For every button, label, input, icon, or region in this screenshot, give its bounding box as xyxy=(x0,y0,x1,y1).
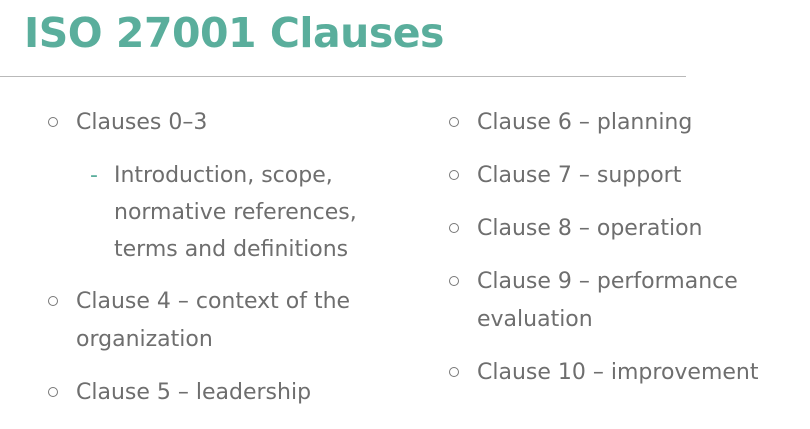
hollow-circle-icon xyxy=(48,387,58,397)
list-item-label: Clause 10 – improvement xyxy=(477,360,759,385)
right-column-list: Clause 6 – planning Clause 7 – support C… xyxy=(449,104,799,407)
hollow-circle-icon xyxy=(449,276,459,286)
hollow-circle-icon xyxy=(449,117,459,127)
hollow-circle-icon xyxy=(449,223,459,233)
list-item: Clause 8 – operation xyxy=(449,210,799,248)
list-item-label: Clause 8 – operation xyxy=(477,216,703,241)
sub-list-item-label: Introduction, scope, normative reference… xyxy=(114,163,357,262)
list-item: Clause 4 – context of the organization xyxy=(48,283,378,359)
list-item: Clause 7 – support xyxy=(449,157,799,195)
dash-icon: - xyxy=(90,163,98,188)
list-item: Clause 5 – leadership xyxy=(48,374,378,412)
list-item: Clause 10 – improvement xyxy=(449,354,799,392)
list-item: Clause 6 – planning xyxy=(449,104,799,142)
list-item-label: Clause 4 – context of the organization xyxy=(76,289,351,352)
list-item: Clause 9 – performance evaluation xyxy=(449,263,799,339)
title-divider xyxy=(0,76,686,77)
left-column-list: Clauses 0–3 - Introduction, scope, norma… xyxy=(48,104,378,427)
list-item-label: Clause 7 – support xyxy=(477,163,682,188)
slide-title: ISO 27001 Clauses xyxy=(24,9,444,57)
sub-list-item: - Introduction, scope, normative referen… xyxy=(90,157,378,268)
list-item-label: Clause 9 – performance evaluation xyxy=(477,269,738,332)
list-item: Clauses 0–3 xyxy=(48,104,378,142)
list-item-label: Clause 6 – planning xyxy=(477,110,693,135)
hollow-circle-icon xyxy=(449,170,459,180)
hollow-circle-icon xyxy=(48,296,58,306)
hollow-circle-icon xyxy=(48,117,58,127)
list-item-label: Clause 5 – leadership xyxy=(76,380,312,405)
hollow-circle-icon xyxy=(449,367,459,377)
list-item-label: Clauses 0–3 xyxy=(76,110,208,135)
